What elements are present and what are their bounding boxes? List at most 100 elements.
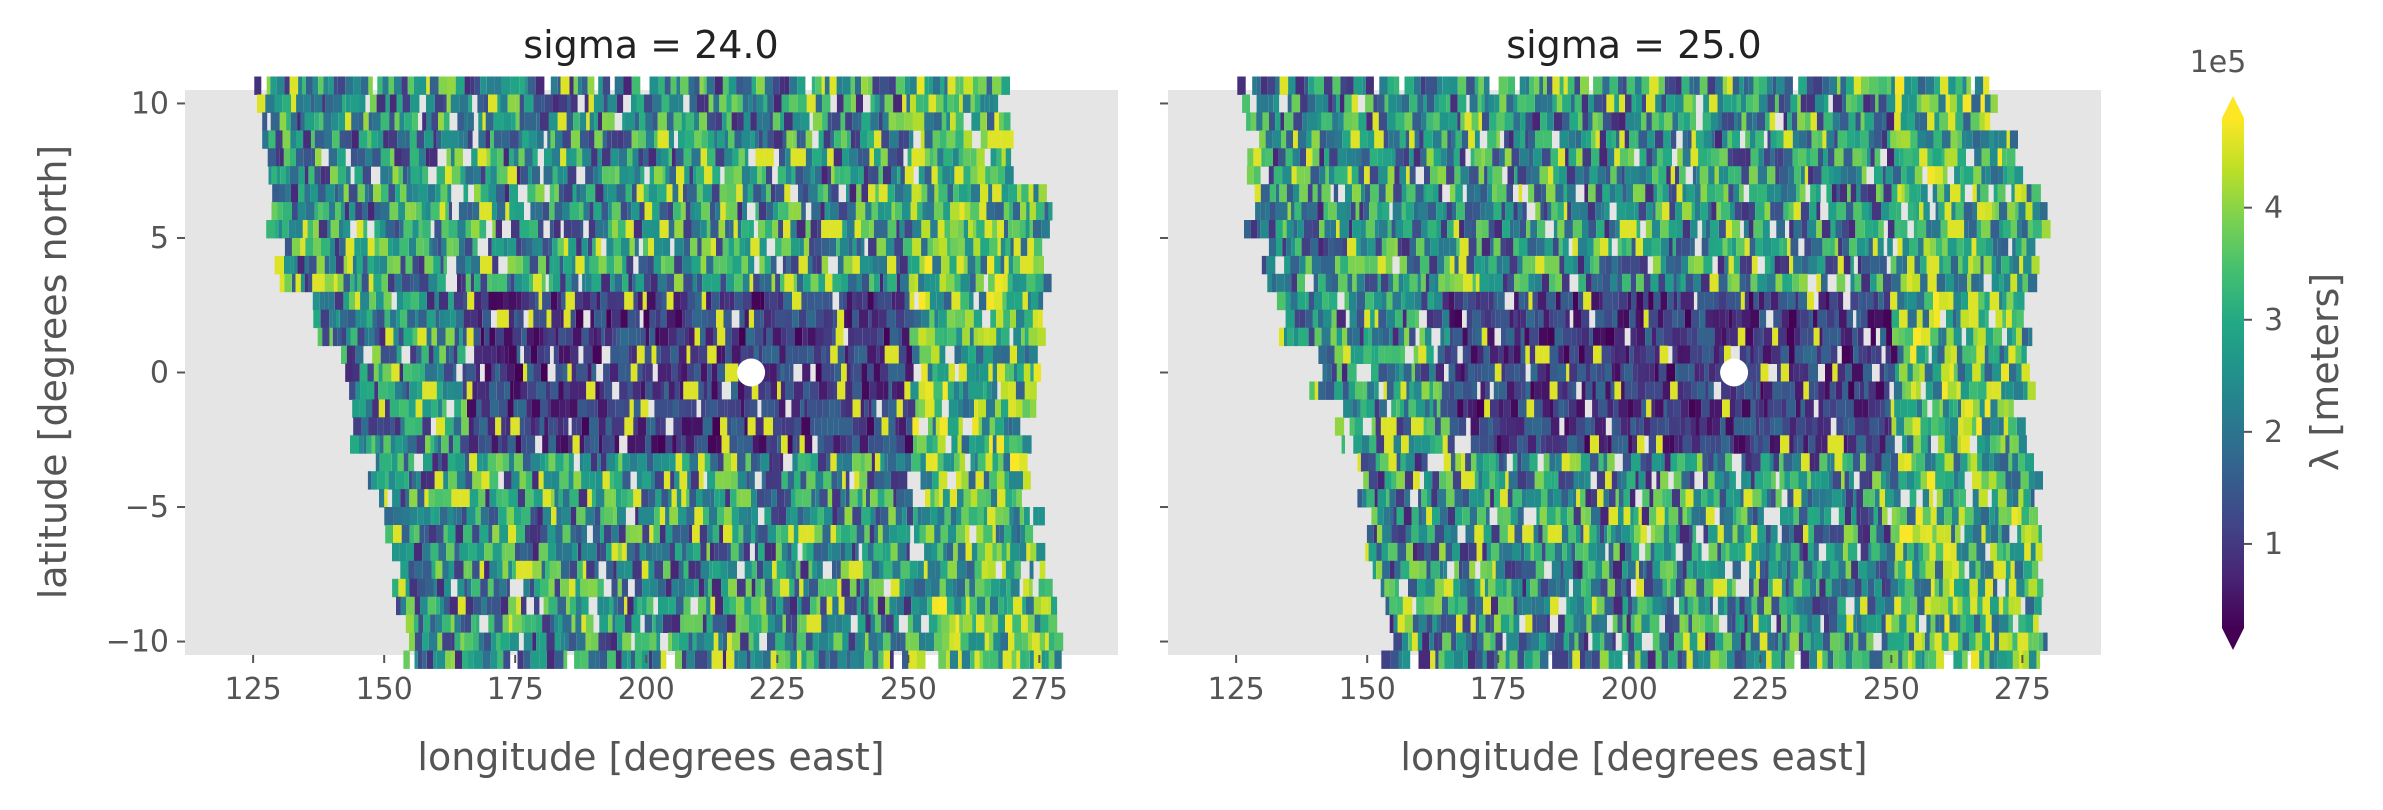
heatmap-cell xyxy=(1694,184,1701,203)
heatmap-cell xyxy=(1009,202,1013,221)
heatmap-cell xyxy=(1496,130,1500,149)
heatmap-cell xyxy=(1433,148,1441,167)
heatmap-cell xyxy=(856,596,861,616)
heatmap-cell xyxy=(1324,220,1331,239)
heatmap-cell xyxy=(771,489,777,508)
heatmap-cell xyxy=(423,453,433,472)
heatmap-cell xyxy=(305,76,313,95)
heatmap-cell xyxy=(773,202,778,221)
heatmap-cell xyxy=(732,255,742,275)
heatmap-cell xyxy=(1709,94,1718,113)
heatmap-cell xyxy=(1533,148,1542,167)
heatmap-cell xyxy=(421,202,426,221)
heatmap-cell xyxy=(1451,130,1456,149)
heatmap-cell xyxy=(1007,596,1014,616)
heatmap-cell xyxy=(1317,184,1322,203)
heatmap-cell xyxy=(1821,273,1828,293)
heatmap-cell xyxy=(396,94,403,113)
heatmap-cell xyxy=(707,381,712,400)
heatmap-cell xyxy=(544,417,549,436)
heatmap-cell xyxy=(467,399,477,418)
heatmap-cell xyxy=(398,578,406,598)
heatmap-cell xyxy=(1575,166,1584,185)
heatmap-cell xyxy=(678,560,684,580)
heatmap-cell xyxy=(1757,273,1767,293)
heatmap-cell xyxy=(1848,220,1856,239)
heatmap-cell xyxy=(1631,238,1636,257)
heatmap-cell xyxy=(379,453,388,472)
heatmap-cell xyxy=(1360,220,1366,239)
heatmap-cell xyxy=(1003,309,1010,329)
heatmap-cell xyxy=(555,525,563,544)
heatmap-cell xyxy=(878,309,887,329)
heatmap-cell xyxy=(1023,471,1031,490)
heatmap-cell xyxy=(1300,94,1308,113)
heatmap-cell xyxy=(1432,130,1442,149)
heatmap-cell xyxy=(923,560,928,580)
heatmap-cell xyxy=(634,542,640,562)
heatmap-cell xyxy=(719,489,726,508)
heatmap-cell xyxy=(454,614,461,633)
heatmap-cell xyxy=(588,650,596,669)
heatmap-cell xyxy=(1749,130,1756,149)
heatmap-cell xyxy=(621,238,630,257)
heatmap-cell xyxy=(643,471,651,490)
heatmap-cell xyxy=(1690,220,1698,239)
heatmap-cell xyxy=(906,525,911,544)
heatmap-cell xyxy=(731,327,739,347)
heatmap-cell xyxy=(1595,130,1600,149)
heatmap-cell xyxy=(1652,166,1659,185)
heatmap-cell xyxy=(1779,166,1788,185)
heatmap-cell xyxy=(328,76,334,95)
heatmap-cell xyxy=(1912,273,1921,293)
heatmap-cell xyxy=(509,184,518,203)
heatmap-cell xyxy=(694,327,700,347)
heatmap-cell xyxy=(871,453,875,472)
heatmap-cell xyxy=(870,327,878,347)
heatmap-cell xyxy=(454,148,463,167)
heatmap-cell xyxy=(1976,184,1981,203)
heatmap-cell xyxy=(586,560,595,580)
heatmap-cell xyxy=(1025,650,1030,669)
heatmap-cell xyxy=(595,650,600,669)
heatmap-cell xyxy=(745,327,755,347)
heatmap-cell xyxy=(311,148,316,167)
heatmap-cell xyxy=(537,560,542,580)
heatmap-cell xyxy=(1010,542,1020,562)
heatmap-cell xyxy=(539,327,544,347)
heatmap-cell xyxy=(550,76,558,95)
heatmap-cell xyxy=(406,381,410,400)
heatmap-cell xyxy=(464,578,468,598)
heatmap-cell xyxy=(543,596,549,616)
heatmap-cell xyxy=(711,578,722,598)
heatmap-cell xyxy=(763,309,772,329)
heatmap-cell xyxy=(793,632,797,651)
heatmap-cell xyxy=(324,255,330,275)
heatmap-cell xyxy=(1974,148,1982,167)
heatmap-cell xyxy=(1293,220,1298,239)
heatmap-cell xyxy=(1466,184,1475,203)
heatmap-cell xyxy=(1808,166,1814,185)
heatmap-cell xyxy=(563,309,571,329)
heatmap-cell xyxy=(797,650,802,669)
heatmap-cell xyxy=(1502,220,1510,239)
heatmap-cell xyxy=(707,345,717,364)
heatmap-cell xyxy=(775,542,782,562)
heatmap-cell xyxy=(1010,238,1014,257)
heatmap-cell xyxy=(884,345,894,364)
heatmap-cell xyxy=(601,273,611,293)
heatmap-cell xyxy=(558,345,564,364)
heatmap-cell xyxy=(1530,220,1538,239)
heatmap-cell xyxy=(465,255,471,275)
heatmap-cell xyxy=(1970,112,1980,131)
heatmap-cell xyxy=(904,453,912,472)
heatmap-cell xyxy=(617,130,624,149)
heatmap-cell xyxy=(508,560,512,580)
heatmap-cell xyxy=(434,363,438,382)
heatmap-cell xyxy=(615,399,624,418)
heatmap-cell xyxy=(791,614,798,633)
heatmap-cell xyxy=(994,255,1001,275)
heatmap-cell xyxy=(1260,184,1270,203)
heatmap-cell xyxy=(1008,399,1016,418)
heatmap-cell xyxy=(716,435,722,454)
